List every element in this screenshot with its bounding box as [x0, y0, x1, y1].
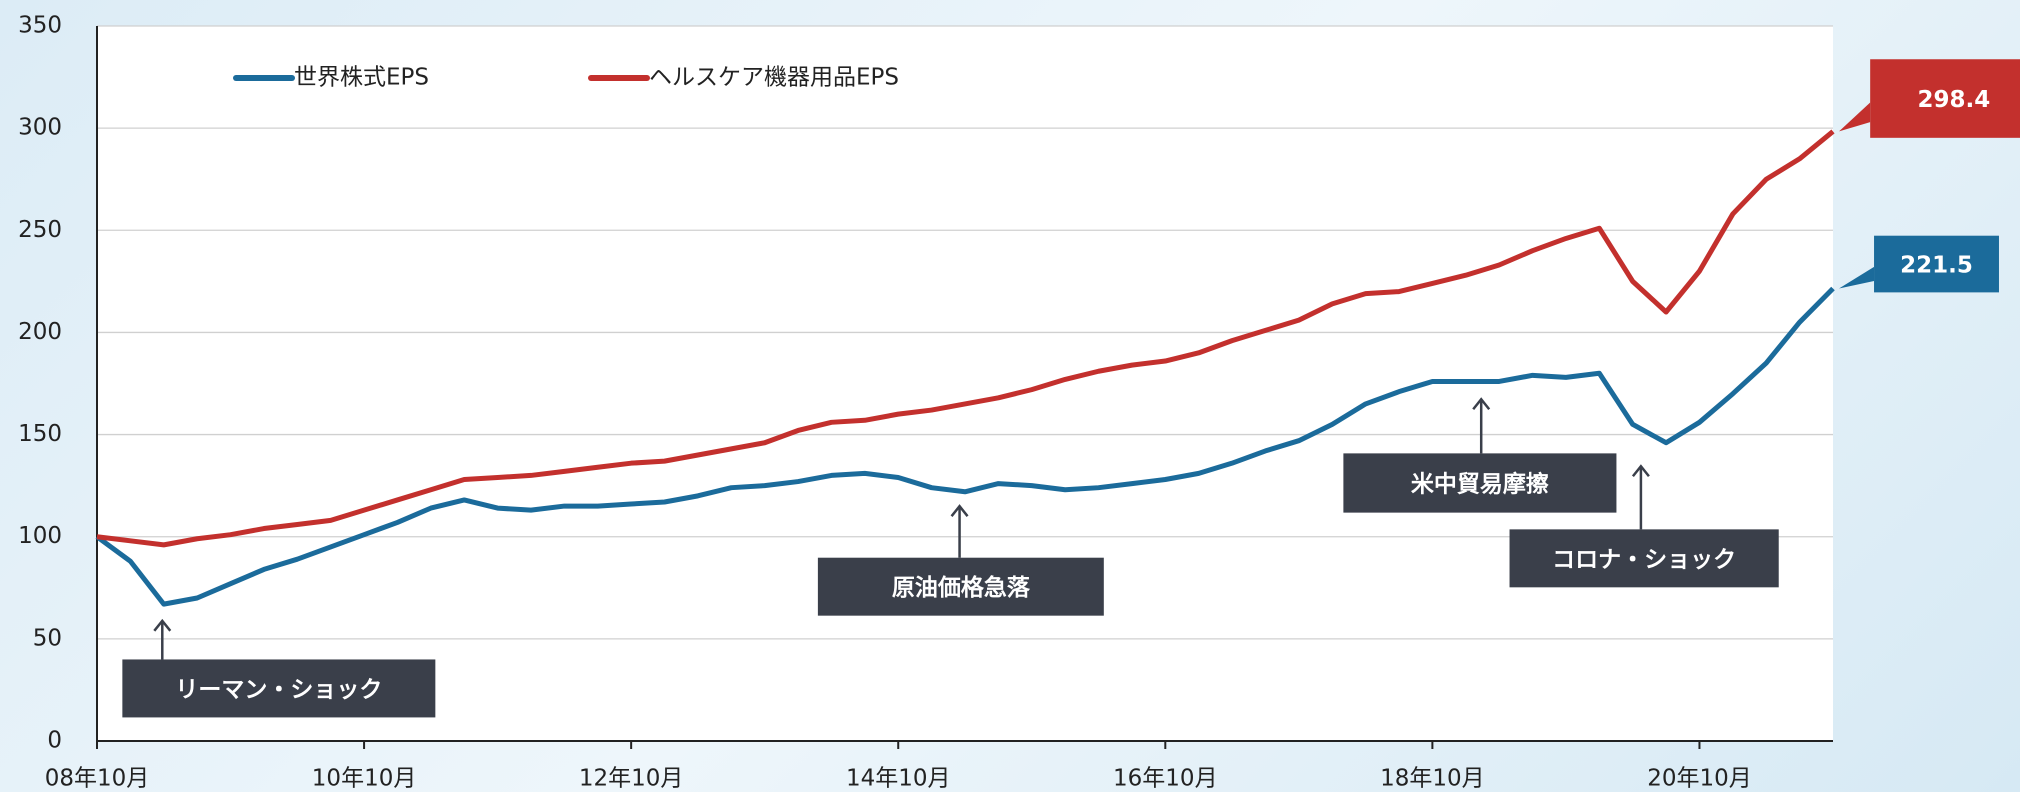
annotation-box	[122, 659, 436, 718]
y-tick-label: 50	[33, 625, 62, 651]
legend-label: 世界株式EPS	[294, 65, 429, 91]
y-tick-label: 200	[18, 319, 62, 345]
annotation-label: コロナ・ショック	[1552, 547, 1736, 573]
legend-label: ヘルスケア機器用品EPS	[649, 65, 899, 91]
line-series	[95, 286, 1835, 607]
y-tick-label: 100	[18, 523, 62, 549]
annotation-box	[1509, 529, 1779, 588]
x-tick-label: 14年10月	[846, 766, 951, 792]
annotation-arrowhead	[950, 504, 969, 517]
end-tag	[1874, 235, 1999, 293]
end-tag	[1839, 102, 1871, 132]
annotation-label: 米中貿易摩擦	[1411, 471, 1549, 498]
y-tick-label: 350	[18, 13, 62, 39]
x-tick-label: 16年10月	[1113, 766, 1218, 792]
x-tick-label: 18年10月	[1380, 766, 1485, 792]
x-tick-label: 12年10月	[579, 766, 684, 792]
annotation-label: 原油価格急落	[892, 574, 1031, 601]
x-tick-label: 10年10月	[312, 766, 417, 792]
annotation-box	[1343, 453, 1617, 513]
y-tick-label: 0	[47, 728, 62, 754]
x-tick-label: 20年10月	[1647, 766, 1752, 792]
annotation-arrowhead	[153, 618, 172, 632]
plot-area	[97, 26, 1833, 741]
line-series	[96, 129, 1835, 548]
y-tick-label: 250	[18, 217, 62, 243]
y-tick-label: 150	[18, 421, 62, 447]
end-value-label: 221.5	[1900, 253, 1973, 279]
annotation-arrowhead	[1472, 397, 1491, 411]
annotation-box	[817, 557, 1104, 616]
end-tag	[1870, 59, 2020, 138]
end-tag	[1839, 266, 1875, 289]
end-value-label: 298.4	[1918, 87, 1991, 113]
annotation-arrowhead	[1631, 464, 1650, 478]
y-tick-label: 300	[18, 115, 62, 141]
annotation-label: リーマン・ショック	[175, 677, 382, 703]
x-tick-label: 08年10月	[45, 766, 150, 792]
